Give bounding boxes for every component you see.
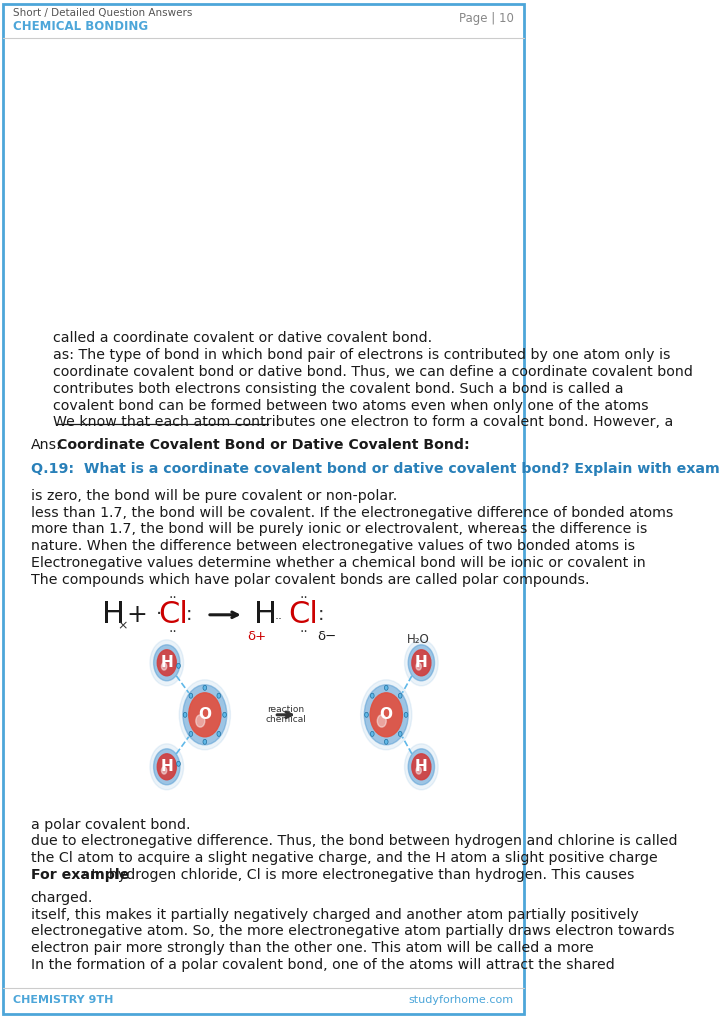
Text: For example: For example — [31, 868, 129, 882]
Circle shape — [176, 761, 180, 767]
Circle shape — [184, 713, 187, 718]
Circle shape — [405, 744, 438, 790]
Circle shape — [404, 713, 408, 718]
Circle shape — [412, 649, 431, 676]
Text: as: The type of bond in which bond pair of electrons is contributed by one atom : as: The type of bond in which bond pair … — [53, 348, 670, 362]
Text: +: + — [126, 603, 147, 627]
Circle shape — [377, 715, 386, 727]
Circle shape — [364, 713, 369, 718]
Text: Electronegative values determine whether a chemical bond will be ionic or covale: Electronegative values determine whether… — [31, 556, 645, 570]
Circle shape — [189, 693, 221, 737]
Text: Short / Detailed Question Answers: Short / Detailed Question Answers — [13, 8, 192, 18]
Circle shape — [398, 693, 402, 698]
Text: ··: ·· — [275, 613, 283, 626]
Circle shape — [196, 715, 204, 727]
Text: nature. When the difference between electronegative values of two bonded atoms i: nature. When the difference between elec… — [31, 540, 635, 553]
Text: H: H — [254, 601, 277, 629]
Text: Cl: Cl — [158, 601, 189, 629]
Circle shape — [183, 685, 227, 745]
Circle shape — [384, 685, 388, 690]
Text: δ−: δ− — [318, 630, 337, 643]
Circle shape — [153, 644, 180, 681]
Text: O: O — [198, 708, 212, 723]
Text: electronegative atom. So, the more electronegative atom partially draws electron: electronegative atom. So, the more elect… — [31, 924, 675, 939]
Circle shape — [416, 767, 421, 774]
Text: reaction: reaction — [267, 704, 305, 714]
Circle shape — [412, 753, 431, 780]
Text: Page | 10: Page | 10 — [459, 11, 513, 24]
Text: ·: · — [156, 606, 162, 624]
Circle shape — [361, 680, 412, 750]
Text: ··: ·· — [169, 590, 178, 605]
Text: Ans:: Ans: — [31, 438, 62, 452]
FancyBboxPatch shape — [3, 4, 523, 1014]
Text: CHEMISTRY 9TH: CHEMISTRY 9TH — [13, 995, 114, 1005]
Text: itself, this makes it partially negatively charged and another atom partially po: itself, this makes it partially negative… — [31, 908, 639, 921]
Circle shape — [161, 663, 167, 670]
Text: covalent bond can be formed between two atoms even when only one of the atoms: covalent bond can be formed between two … — [53, 399, 648, 412]
Circle shape — [364, 685, 408, 745]
Circle shape — [153, 749, 180, 785]
Text: studyforhome.com: studyforhome.com — [408, 995, 513, 1005]
Text: contributes both electrons consisting the covalent bond. Such a bond is called a: contributes both electrons consisting th… — [53, 382, 624, 396]
Text: : In hydrogen chloride, Cl is more electronegative than hydrogen. This causes: : In hydrogen chloride, Cl is more elect… — [82, 868, 634, 882]
Text: less than 1.7, the bond will be covalent. If the electronegative difference of b: less than 1.7, the bond will be covalent… — [31, 506, 673, 519]
Circle shape — [157, 649, 176, 676]
Text: ··: ·· — [300, 590, 308, 605]
Text: is zero, the bond will be pure covalent or non-polar.: is zero, the bond will be pure covalent … — [31, 489, 397, 503]
Text: a polar covalent bond.: a polar covalent bond. — [31, 817, 190, 832]
Text: In the formation of a polar covalent bond, one of the atoms will attract the sha: In the formation of a polar covalent bon… — [31, 958, 614, 972]
Circle shape — [408, 644, 435, 681]
Circle shape — [157, 753, 176, 780]
Circle shape — [408, 749, 435, 785]
Circle shape — [217, 693, 220, 698]
Text: electron pair more strongly than the other one. This atom will be called a more: electron pair more strongly than the oth… — [31, 942, 593, 955]
Text: We know that each atom contributes one electron to form a covalent bond. However: We know that each atom contributes one e… — [53, 415, 673, 430]
Circle shape — [203, 685, 207, 690]
Text: H: H — [161, 759, 174, 775]
Text: The compounds which have polar covalent bonds are called polar compounds.: The compounds which have polar covalent … — [31, 573, 589, 586]
Circle shape — [189, 731, 193, 736]
Text: O: O — [379, 708, 392, 723]
Circle shape — [398, 731, 402, 736]
Circle shape — [384, 739, 388, 744]
Circle shape — [416, 663, 421, 670]
Text: called a coordinate covalent or dative covalent bond.: called a coordinate covalent or dative c… — [53, 332, 432, 345]
Circle shape — [150, 639, 184, 686]
Text: ··: ·· — [169, 625, 178, 639]
Text: the Cl atom to acquire a slight negative charge, and the H atom a slight positiv: the Cl atom to acquire a slight negative… — [31, 851, 657, 865]
Text: coordinate covalent bond or dative bond. Thus, we can define a coordinate covale: coordinate covalent bond or dative bond.… — [53, 365, 693, 379]
Text: H: H — [415, 656, 428, 670]
Text: H: H — [102, 601, 125, 629]
Text: chemical: chemical — [266, 715, 307, 724]
Circle shape — [222, 713, 226, 718]
Text: H: H — [415, 759, 428, 775]
Text: :: : — [186, 606, 193, 624]
Circle shape — [371, 693, 374, 698]
Circle shape — [203, 739, 207, 744]
Text: CHEMICAL BONDING: CHEMICAL BONDING — [13, 19, 148, 33]
Circle shape — [370, 693, 402, 737]
Text: charged.: charged. — [31, 891, 93, 905]
Circle shape — [189, 693, 193, 698]
Circle shape — [150, 744, 184, 790]
Circle shape — [161, 767, 167, 774]
Text: δ+: δ+ — [247, 630, 266, 643]
Text: H₂O: H₂O — [407, 633, 429, 645]
Text: ×: × — [117, 619, 128, 632]
Text: Q.19:  What is a coordinate covalent bond or dative covalent bond? Explain with : Q.19: What is a coordinate covalent bond… — [31, 462, 720, 476]
Text: ··: ·· — [300, 625, 308, 639]
Text: due to electronegative difference. Thus, the bond between hydrogen and chlorine : due to electronegative difference. Thus,… — [31, 835, 678, 848]
Text: H: H — [161, 656, 174, 670]
Text: Cl: Cl — [289, 601, 318, 629]
Circle shape — [371, 731, 374, 736]
Text: more than 1.7, the bond will be purely ionic or electrovalent, whereas the diffe: more than 1.7, the bond will be purely i… — [31, 522, 647, 536]
Circle shape — [217, 731, 220, 736]
Text: :: : — [318, 606, 325, 624]
Circle shape — [176, 664, 180, 668]
Circle shape — [405, 639, 438, 686]
Text: Coordinate Covalent Bond or Dative Covalent Bond:: Coordinate Covalent Bond or Dative Coval… — [57, 438, 470, 452]
Circle shape — [179, 680, 230, 750]
